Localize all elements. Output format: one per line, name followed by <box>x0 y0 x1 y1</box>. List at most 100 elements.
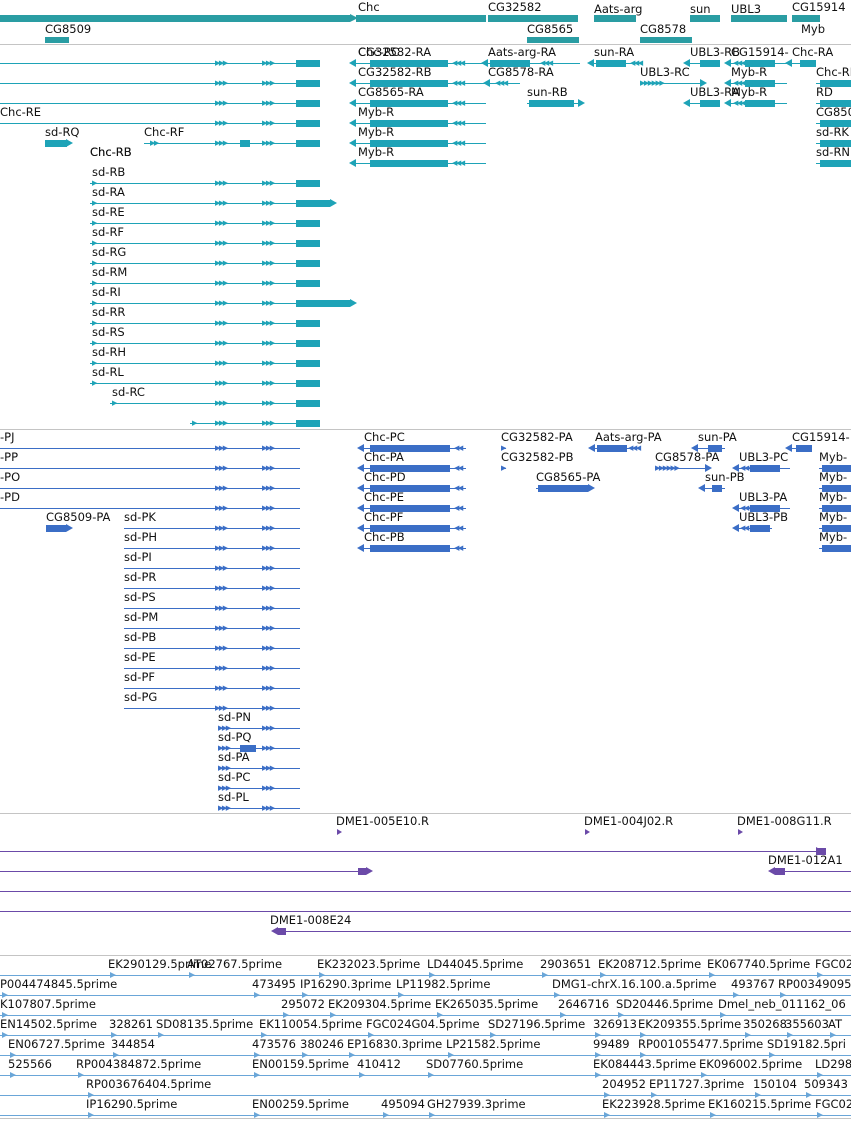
right-arrowhead-icon <box>604 1092 610 1098</box>
exon-block <box>296 360 320 367</box>
feature-label: -PD <box>0 490 20 504</box>
right-chevron-icon: ▶▶▶ <box>218 724 231 732</box>
exon-block <box>370 60 448 67</box>
left-arrowhead-icon <box>732 524 739 532</box>
gene-bar <box>0 15 350 22</box>
exon-block <box>700 60 720 67</box>
left-chevron-icon: ◀◀◀ <box>452 139 465 147</box>
right-arrowhead-icon <box>359 1072 365 1078</box>
right-chevron-icon: ▶▶▶ <box>215 379 228 387</box>
feature-label: AT <box>828 1017 842 1031</box>
exon-block <box>296 100 320 107</box>
right-chevron-icon: ▶▶▶ <box>262 259 275 267</box>
feature-label: DME1-004J02.R <box>584 814 674 828</box>
right-chevron-icon: ▶▶▶ <box>262 484 275 492</box>
exon-block <box>822 545 851 552</box>
feature-label: Chc <box>358 0 380 14</box>
intron-line <box>90 223 320 224</box>
feature-label: sd-RM <box>92 265 128 279</box>
exon-block <box>820 80 851 87</box>
exon-block <box>370 120 448 127</box>
right-arrowhead-icon <box>366 867 373 875</box>
right-chevron-icon: ▶▶▶ <box>262 704 275 712</box>
intron-line <box>488 63 580 64</box>
exon-block <box>370 445 450 452</box>
exon-block <box>700 100 720 107</box>
right-arrowhead-icon <box>302 1052 308 1058</box>
feature-label: Myb- <box>819 470 848 484</box>
feature-label: IP16290.3prime <box>300 977 392 991</box>
exon-block <box>370 465 450 472</box>
right-arrowhead-icon <box>368 1032 374 1038</box>
feature-label: CG8578-PA <box>655 450 720 464</box>
feature-label: sd-RC <box>112 385 145 399</box>
right-chevron-icon: ▶▶▶ <box>262 624 275 632</box>
intron-line <box>0 123 320 124</box>
feature-label: Chc-PC <box>364 430 405 444</box>
feature-label: Chc-RF <box>144 125 185 139</box>
gene-bar <box>45 37 69 43</box>
right-chevron-icon: ▶ <box>92 199 97 207</box>
exon-block <box>370 160 448 167</box>
est-alignment-line <box>0 995 851 996</box>
feature-label: FGC02 <box>815 957 851 971</box>
feature-label: LP21582.5prime <box>446 1037 541 1051</box>
right-chevron-icon: ▶▶▶ <box>262 444 275 452</box>
right-chevron-icon: ▶▶▶ <box>262 359 275 367</box>
left-arrowhead-icon <box>357 544 364 552</box>
left-chevron-icon: ◀◀◀ <box>540 59 553 67</box>
right-arrowhead-icon <box>640 1052 646 1058</box>
feature-label: Dmel_neb_011162_06 <box>718 997 846 1011</box>
intron-line <box>90 383 320 384</box>
right-arrowhead-icon <box>578 99 585 107</box>
feature-label: RP00349095 <box>778 977 851 991</box>
right-chevron-icon: ▶▶▶ <box>262 219 275 227</box>
right-chevron-icon: ▶▶▶ <box>262 724 275 732</box>
feature-label: CG8565-PA <box>536 470 601 484</box>
track-divider <box>0 813 851 814</box>
exon-block <box>296 320 320 327</box>
left-arrowhead-icon <box>483 79 490 87</box>
feature-label: EN00259.5prime <box>252 1097 349 1111</box>
right-arrowhead-icon <box>490 1032 496 1038</box>
left-arrowhead-icon <box>724 59 731 67</box>
right-arrowhead-icon <box>2 992 8 998</box>
feature-label: Myb-R <box>358 125 395 139</box>
right-chevron-icon: ▶▶▶ <box>262 199 275 207</box>
right-chevron-icon: ▶▶▶ <box>262 99 275 107</box>
right-chevron-icon: ▶▶▶ <box>215 704 228 712</box>
feature-label: Aats-arg-PA <box>595 430 662 444</box>
intron-line <box>124 668 300 669</box>
left-chevron-icon: ◀◀◀ <box>630 59 643 67</box>
intron-line <box>190 423 320 424</box>
left-arrowhead-icon <box>732 504 739 512</box>
exon-block <box>296 120 320 127</box>
feature-label: Chc-RE <box>0 105 42 119</box>
right-arrowhead-icon <box>780 992 786 998</box>
feature-label: EN00159.5prime <box>252 1057 349 1071</box>
exon-block <box>822 485 851 492</box>
exon-block <box>820 160 851 167</box>
left-arrowhead-icon <box>271 927 278 935</box>
exon-block <box>745 80 775 87</box>
feature-label: AT02767.5prime <box>187 957 283 971</box>
left-arrowhead-icon <box>785 59 792 67</box>
exon-block <box>820 140 851 147</box>
right-chevron-icon: ▶ <box>192 419 197 427</box>
feature-label: sd-RG <box>92 245 127 259</box>
left-arrowhead-icon <box>481 59 488 67</box>
feature-label: 495094 <box>381 1097 425 1111</box>
right-arrowhead-icon <box>10 1052 16 1058</box>
left-arrowhead-icon <box>357 444 364 452</box>
feature-label: 2903651 <box>540 957 592 971</box>
right-chevron-icon: ▶▶▶ <box>218 784 231 792</box>
feature-label: Chc-RA <box>792 45 834 59</box>
feature-label: Chc-PA <box>364 450 404 464</box>
right-arrowhead-icon <box>745 1032 751 1038</box>
feature-label: EN14502.5prime <box>0 1017 97 1031</box>
right-chevron-icon: ▶▶▶ <box>262 784 275 792</box>
feature-label: sd-PA <box>218 750 250 764</box>
est-alignment-line <box>0 1055 851 1056</box>
feature-label: EK110054.5prime <box>259 1017 363 1031</box>
right-arrowhead-icon <box>10 1072 16 1078</box>
